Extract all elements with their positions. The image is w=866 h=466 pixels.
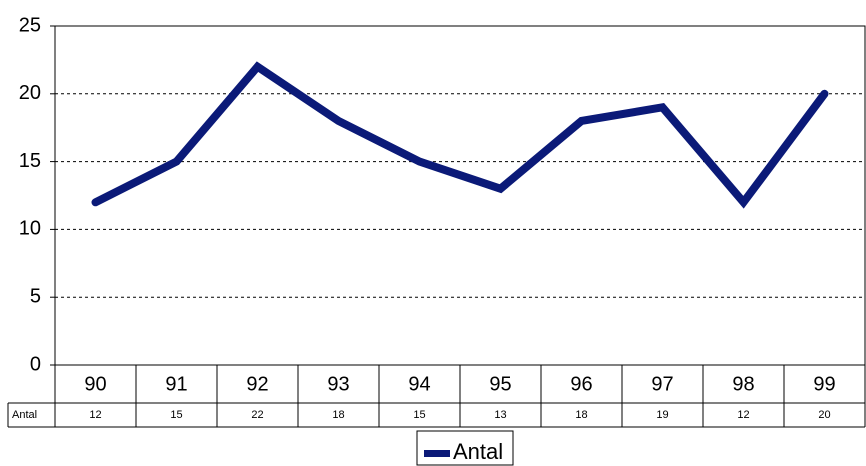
x-tick-label: 96 (570, 373, 592, 395)
data-line (91, 61, 829, 209)
legend-box (416, 430, 514, 466)
table-cell: 15 (413, 409, 425, 421)
x-tick-label: 98 (732, 373, 754, 395)
y-tick-label: 15 (19, 150, 41, 172)
table-cell: 19 (656, 409, 668, 421)
legend-swatch (424, 450, 450, 457)
table-row-label: Antal (12, 409, 37, 421)
legend-label: Antal (453, 439, 503, 464)
x-tick-label: 90 (84, 373, 106, 395)
x-tick-label: 99 (813, 373, 835, 395)
table-cell: 22 (251, 409, 263, 421)
x-tick-label: 97 (651, 373, 673, 395)
y-tick-label: 5 (30, 285, 41, 307)
table-cell: 15 (170, 409, 182, 421)
table-cell: 18 (332, 409, 344, 421)
y-tick-label: 10 (19, 218, 41, 240)
x-tick-label: 91 (165, 373, 187, 395)
y-tick-label: 0 (30, 353, 41, 375)
table-cell: 12 (89, 409, 101, 421)
table-cell: 13 (494, 409, 506, 421)
x-tick-label: 94 (408, 373, 430, 395)
x-tick-label: 95 (489, 373, 511, 395)
plot-frame (54, 25, 866, 366)
table-cell: 12 (737, 409, 749, 421)
y-tick-label: 25 (19, 14, 41, 36)
table-cell: 18 (575, 409, 587, 421)
y-tick-label: 20 (19, 82, 41, 104)
x-tick-label: 93 (327, 373, 349, 395)
x-tick-label: 92 (246, 373, 268, 395)
table-cell: 20 (818, 409, 830, 421)
